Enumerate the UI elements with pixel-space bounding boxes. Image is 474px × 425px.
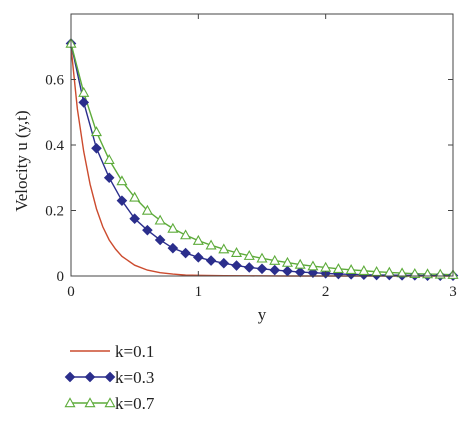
- data-point-2: [192, 234, 204, 245]
- data-point-1: [256, 263, 268, 275]
- legend-marker-1: [64, 371, 76, 383]
- data-point-2: [345, 264, 357, 275]
- data-point-2: [116, 175, 128, 186]
- legend: k=0.1 k=0.3 k=0.7: [64, 342, 155, 413]
- x-tick-label: 1: [195, 284, 203, 300]
- data-point-2: [78, 86, 90, 97]
- data-point-2: [218, 243, 230, 254]
- data-point-2: [205, 239, 217, 250]
- data-point-1: [218, 257, 230, 269]
- axes: 0 1 2 3 0 0.2 0.4 0.6: [45, 13, 457, 300]
- data-point-1: [231, 260, 242, 271]
- data-point-2: [332, 263, 344, 274]
- y-tick-label: 0.6: [45, 73, 64, 89]
- legend-label-1: k=0.3: [115, 368, 154, 387]
- data-point-1: [307, 267, 319, 279]
- y-tick-label: 0.2: [45, 204, 64, 220]
- legend-marker-2: [104, 397, 116, 408]
- data-point-1: [193, 252, 204, 263]
- legend-marker-1: [84, 371, 96, 383]
- legend-label-2: k=0.7: [115, 394, 155, 413]
- data-point-2: [409, 267, 421, 278]
- data-point-2: [256, 252, 268, 263]
- x-tick-label: 0: [67, 284, 75, 300]
- data-point-2: [396, 267, 408, 278]
- legend-marker-2: [64, 397, 76, 408]
- data-point-2: [307, 260, 319, 271]
- data-point-1: [243, 262, 255, 273]
- data-point-2: [129, 191, 141, 202]
- data-point-1: [269, 264, 281, 276]
- data-point-1: [103, 172, 115, 184]
- data-point-2: [180, 229, 192, 240]
- data-point-2: [269, 254, 281, 265]
- data-point-2: [141, 204, 153, 215]
- data-point-1: [167, 242, 179, 254]
- data-point-1: [154, 234, 166, 246]
- data-point-1: [78, 97, 90, 108]
- y-tick-label: 0.4: [45, 138, 64, 154]
- data-point-2: [167, 222, 179, 233]
- y-tick-label: 0: [57, 269, 65, 285]
- legend-marker-1: [104, 371, 116, 383]
- data-point-2: [281, 256, 294, 267]
- data-point-2: [90, 126, 103, 137]
- data-point-2: [294, 258, 306, 269]
- x-tick-label: 2: [322, 284, 330, 300]
- data-point-2: [358, 265, 370, 275]
- x-axis-label: y: [258, 305, 267, 324]
- data-point-2: [103, 154, 115, 164]
- y-axis-label: Velocity u (y,t): [12, 110, 31, 211]
- data-point-2: [230, 247, 243, 257]
- legend-label-0: k=0.1: [115, 342, 154, 361]
- data-point-1: [142, 224, 153, 236]
- data-point-1: [180, 247, 191, 259]
- data-point-2: [154, 214, 166, 225]
- data-point-1: [129, 213, 140, 224]
- data-point-2: [243, 249, 255, 260]
- plot-area: [65, 37, 459, 281]
- data-point-1: [116, 195, 128, 206]
- data-point-2: [371, 266, 383, 276]
- data-point-1: [294, 266, 306, 278]
- data-point-1: [91, 142, 102, 154]
- x-tick-label: 3: [449, 284, 457, 300]
- legend-marker-2: [84, 397, 96, 408]
- data-point-1: [205, 255, 217, 266]
